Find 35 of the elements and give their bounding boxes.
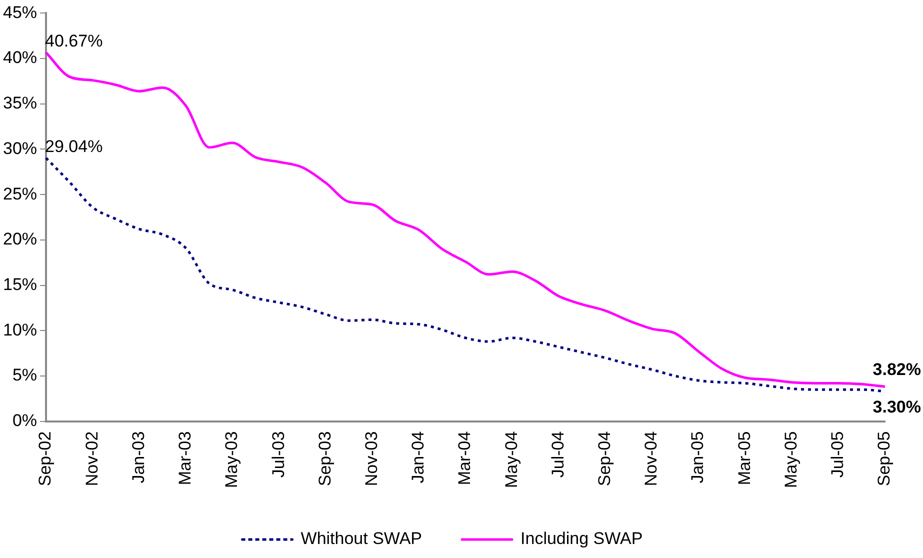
x-tick-label: Sep-05 (874, 431, 894, 486)
x-tick-label: May-04 (502, 431, 521, 488)
x-tick-label: Sep-03 (315, 431, 334, 486)
y-tick-label: 10% (2, 320, 38, 340)
y-tick-label: 0% (12, 411, 38, 430)
annotation: 3.82% (872, 360, 921, 379)
x-tick-label: Mar-05 (734, 431, 754, 486)
x-tick-label: Sep-04 (595, 431, 614, 486)
x-tick-label: Sep-02 (36, 431, 55, 486)
annotation: 29.04% (45, 137, 103, 156)
x-tick-label: Nov-03 (362, 431, 381, 486)
x-tick-label: Jul-05 (828, 431, 848, 478)
y-tick-label: 5% (12, 366, 38, 385)
y-tick-label: 45% (2, 2, 38, 22)
x-tick-label: Mar-03 (176, 431, 195, 486)
y-tick-label: 40% (2, 48, 38, 68)
x-tick-label: May-05 (781, 431, 800, 488)
legend-label: Whithout SWAP (300, 529, 422, 548)
y-tick-label: 30% (2, 138, 38, 158)
annotation: 40.67% (45, 32, 103, 51)
x-tick-label: Mar-04 (455, 431, 474, 486)
x-tick-label: Jul-03 (268, 431, 288, 478)
x-tick-label: Jul-04 (548, 431, 568, 478)
y-tick-label: 20% (2, 230, 38, 249)
x-tick-label: Jan-05 (688, 431, 708, 484)
x-tick-label: Nov-04 (642, 431, 661, 486)
legend-label: Including SWAP (520, 529, 643, 548)
y-tick-label: 15% (2, 274, 38, 294)
x-tick-label: Nov-02 (82, 431, 102, 486)
y-tick-label: 35% (2, 94, 38, 113)
x-tick-label: Jan-03 (128, 431, 148, 484)
x-tick-label: May-03 (222, 431, 242, 488)
annotation: 3.30% (872, 398, 921, 417)
y-tick-label: 25% (2, 184, 38, 204)
x-tick-label: Jan-04 (408, 431, 428, 484)
